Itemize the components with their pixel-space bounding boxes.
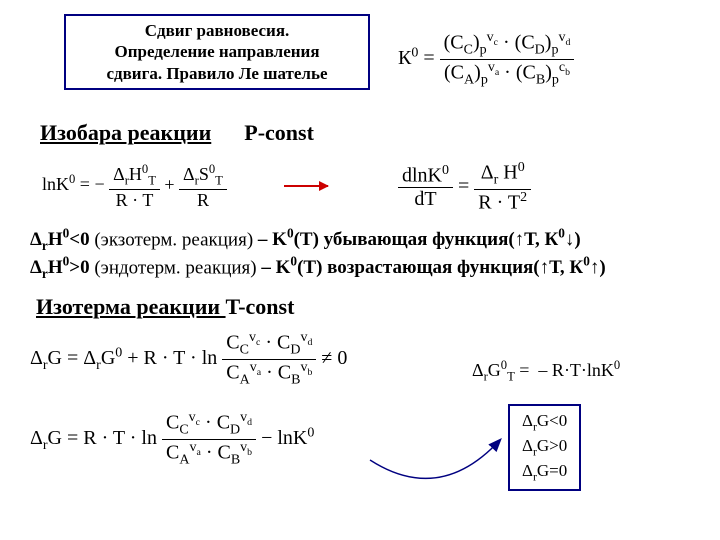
curve-arrow-icon: [0, 0, 720, 540]
